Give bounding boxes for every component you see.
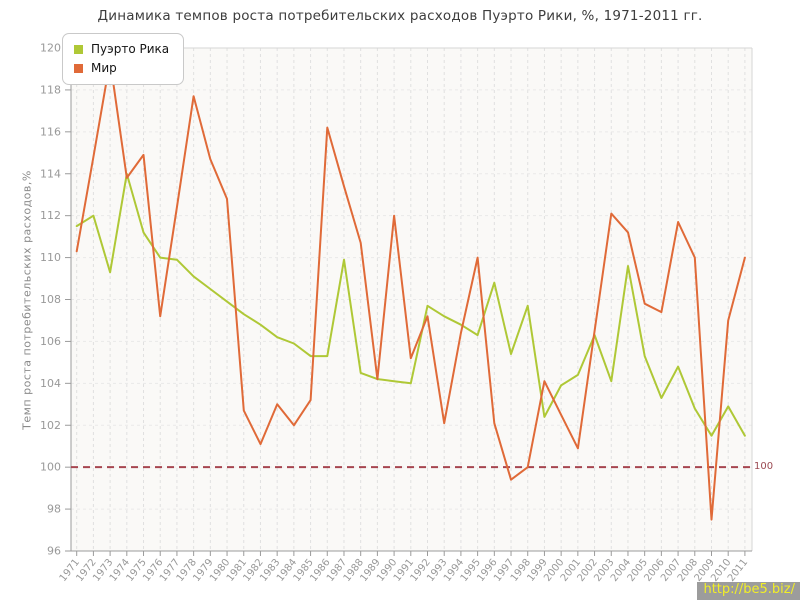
series-line-world[interactable] — [75, 59, 746, 521]
y-tick-label: 116 — [40, 125, 61, 138]
legend-swatch-puerto-rico-icon — [74, 45, 83, 54]
legend-item-puerto-rico[interactable]: Пуэрто Рика — [74, 40, 169, 59]
y-axis-title: Темп роста потребительских расходов,% — [20, 170, 34, 430]
y-tick-label: 106 — [40, 335, 61, 348]
y-tick-label: 100 — [40, 461, 61, 474]
y-axis-labels: 96 98 100 102 104 106 108 110 112 114 116 118 120 — [40, 42, 61, 558]
y-tick-label: 98 — [47, 503, 61, 516]
legend-swatch-world-icon — [74, 64, 83, 73]
valueline-label: 100 — [754, 461, 774, 472]
y-tick-label: 96 — [47, 545, 61, 558]
y-tick-label: 104 — [40, 377, 61, 390]
watermark[interactable]: http://be5.biz/ — [697, 582, 800, 600]
y-tick-label: 114 — [40, 167, 61, 180]
legend: Пуэрто Рика Мир — [62, 33, 185, 85]
x-axis-labels: 1971197219731974197519761977197819791980… — [58, 557, 751, 584]
y-tick-label: 110 — [40, 251, 61, 264]
y-tick-label: 118 — [40, 83, 61, 96]
legend-label-puerto-rico: Пуэрто Рика — [91, 42, 170, 56]
series-line-puerto-rico[interactable] — [75, 172, 746, 437]
legend-label-world: Мир — [91, 61, 117, 75]
chart-title: Динамика темпов роста потребительских ра… — [97, 8, 703, 24]
y-tick-label: 112 — [40, 209, 61, 222]
y-tick-label: 102 — [40, 419, 61, 432]
x-axis-ticks — [76, 551, 746, 556]
y-tick-label: 108 — [40, 293, 61, 306]
y-tick-label: 120 — [40, 42, 61, 55]
legend-item-world[interactable]: Мир — [74, 59, 169, 78]
y-axis-ticks — [65, 47, 71, 552]
